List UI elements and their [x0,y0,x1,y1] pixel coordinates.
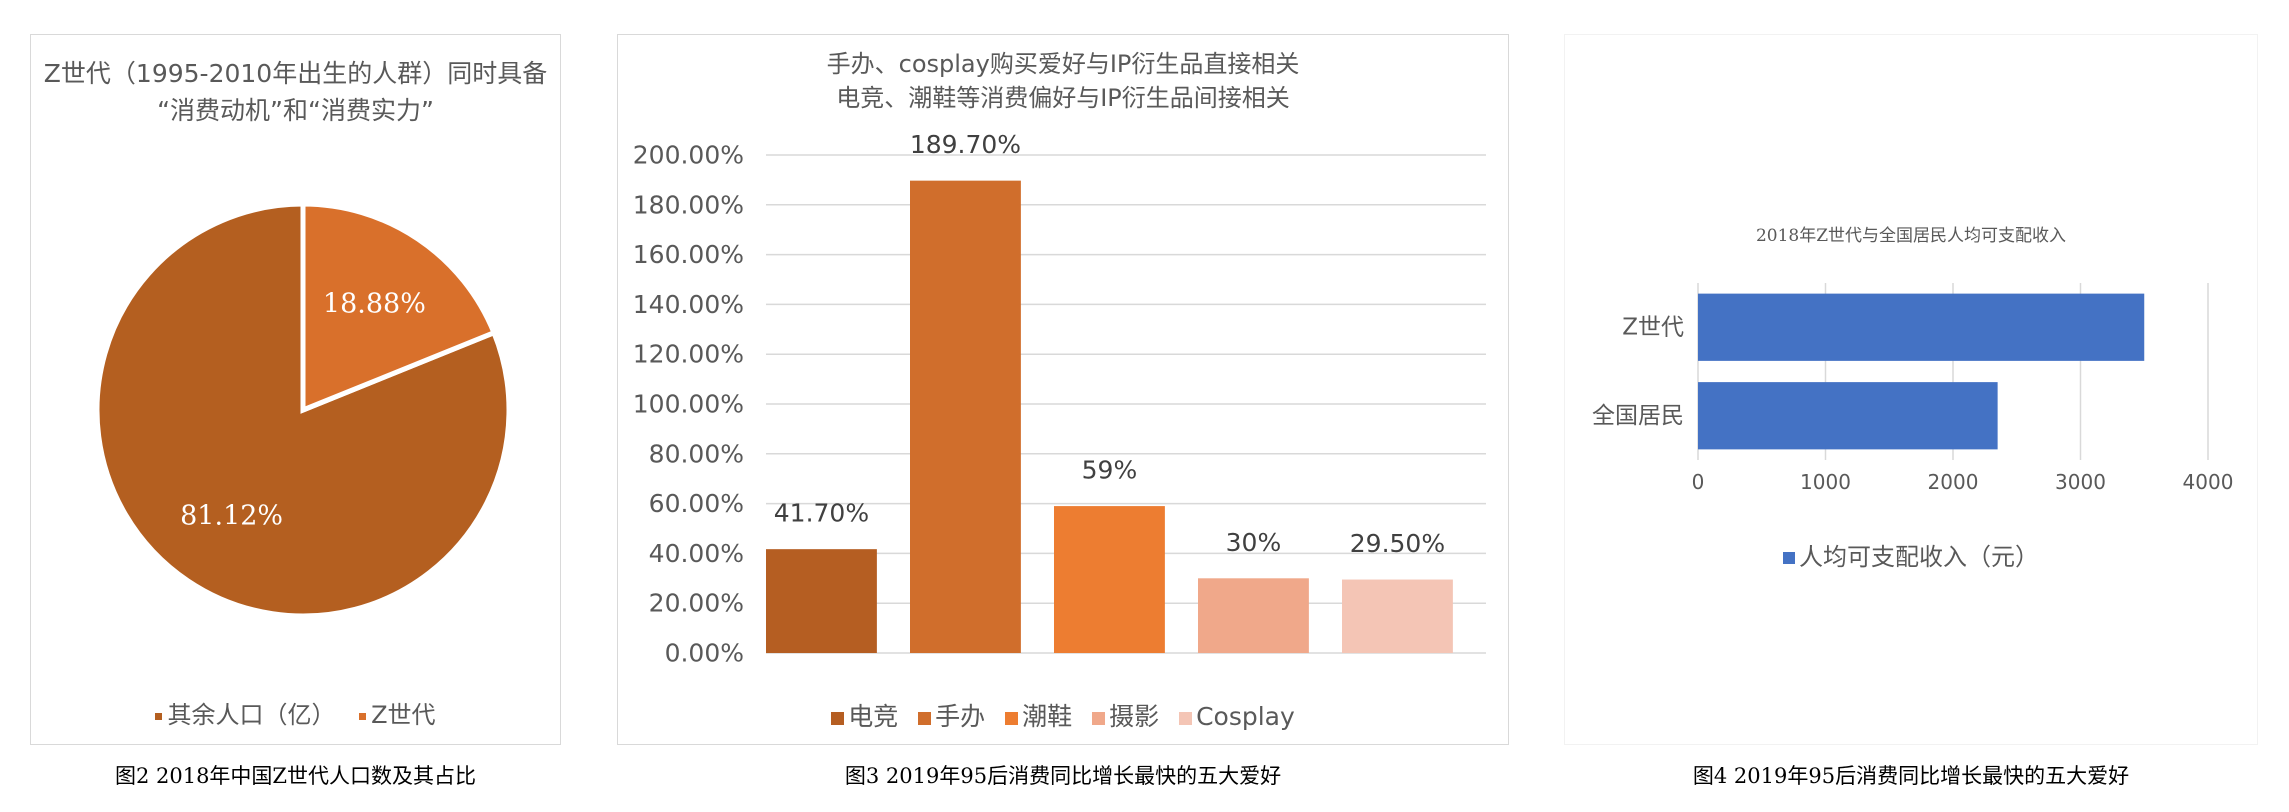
bar-y-tick-label-1: 20.00% [649,589,744,618]
bar-y-tick-label-10: 200.00% [633,141,744,170]
bar-legend-label-esports: 电竞 [848,702,899,731]
bar-legend: 电竞 手办 潮鞋 摄影 Cosplay [618,697,1508,733]
bar-0 [766,549,877,653]
bar-title-line-2: 电竞、潮鞋等消费偏好与IP衍生品间接相关 [836,84,1290,112]
bar-y-tick-label-3: 60.00% [649,489,744,518]
bar-legend-item-cosplay: Cosplay [1179,702,1295,731]
hbar-chart-title: 2018年Z世代与全国居民人均可支配收入 [1755,226,2067,246]
bar-legend-item-photography: 摄影 [1092,697,1159,733]
bar-y-tick-label-5: 100.00% [633,390,744,419]
pie-legend-label-rest: 其余人口（亿） [167,701,336,729]
pie-legend-label-genz: Z世代 [371,701,436,729]
bar-y-tick-label-8: 160.00% [633,240,744,269]
hbar-legend-item-income: 人均可支配收入（元） [1783,537,2039,572]
bar-y-tick-label-9: 180.00% [633,190,744,219]
hbar-legend: 人均可支配收入（元） [1565,537,2257,572]
bar-title-line-1: 手办、cosplay购买爱好与IP衍生品直接相关 [826,50,1300,78]
hbar-x-tick-label-2: 2000 [1928,470,1979,494]
hbar-category-label-1: 全国居民 [1592,403,1684,429]
bar-legend-swatch-figures [918,711,932,725]
bar-y-tick-label-2: 40.00% [649,539,744,568]
hbar-x-tick-label-3: 3000 [2055,470,2106,494]
bar-legend-label-sneakers: 潮鞋 [1022,702,1073,731]
bar-data-label-3: 30% [1226,528,1282,557]
bar-data-label-1: 189.70% [910,130,1021,159]
pie-data-label-0: 81.12% [180,500,283,531]
bar-legend-swatch-cosplay [1179,711,1193,725]
pie-legend-swatch-rest [155,712,163,720]
bar-4 [1342,579,1453,653]
bar-data-label-0: 41.70% [774,499,869,528]
bar-legend-item-esports: 电竞 [831,697,898,733]
bar-2 [1054,506,1165,653]
bar-legend-item-sneakers: 潮鞋 [1005,697,1072,733]
bar-legend-swatch-photography [1092,711,1106,725]
pie-slice-1 [300,201,498,414]
pie-title-line-1: Z世代（1995-2010年出生的人群）同时具备 [43,59,548,88]
hbar-bar-0 [1698,293,2145,361]
pie-legend-item-rest: 其余人口（亿） [155,695,335,730]
bar-chart-plot: 0.00% 20.00% 40.00% 60.00% 80.00% 100.00% 120.… [633,130,1486,668]
bar-y-tick-label-0: 0.00% [665,639,744,668]
hbar-category-label-0: Z世代 [1622,314,1684,340]
bar-3 [1198,578,1309,653]
hbar-x-tick-label-1: 1000 [1800,470,1851,494]
pie-legend: 其余人口（亿） Z世代 [31,695,560,730]
pie-chart-plot: 81.12% 18.88% [94,201,512,619]
pie-chart-title: Z世代（1995-2010年出生的人群）同时具备 “消费动机”和“消费实力” [31,55,560,129]
pie-data-label-1: 18.88% [323,289,426,320]
pie-legend-swatch-genz [359,712,367,720]
pie-chart-panel: Z世代（1995-2010年出生的人群）同时具备 “消费动机”和“消费实力” 8… [30,34,561,745]
bar-data-label-2: 59% [1082,456,1138,485]
hbar-bar-1 [1698,382,1998,450]
bar-1 [910,180,1021,653]
bar-legend-swatch-sneakers [1005,711,1019,725]
bar-chart-title: 手办、cosplay购买爱好与IP衍生品直接相关 电竞、潮鞋等消费偏好与IP衍生… [618,47,1508,115]
bar-data-label-4: 29.50% [1350,529,1445,558]
bar-y-tick-label-6: 120.00% [633,340,744,369]
bar-y-tick-label-4: 80.00% [649,439,744,468]
bar-legend-label-figures: 手办 [935,702,986,731]
hbar-figure-caption: 图4 2019年95后消费同比增长最快的五大爱好 [1692,764,2130,788]
hbar-chart-panel: 2018年Z世代与全国居民人均可支配收入 0 1000 2000 3000 4000 Z世… [1564,34,2258,745]
bar-figure-caption: 图3 2019年95后消费同比增长最快的五大爱好 [844,764,1282,788]
pie-figure-caption: 图2 2018年中国Z世代人口数及其占比 [114,764,477,788]
hbar-x-tick-label-4: 4000 [2183,470,2234,494]
hbar-x-tick-label-0: 0 [1692,470,1705,494]
pie-title-line-2: “消费动机”和“消费实力” [157,96,434,125]
bar-legend-label-photography: 摄影 [1109,702,1160,731]
hbar-legend-swatch-income [1783,552,1795,564]
bar-legend-item-figures: 手办 [918,697,985,733]
bar-legend-label-cosplay: Cosplay [1196,702,1295,731]
pie-legend-item-genz: Z世代 [359,695,436,730]
bar-legend-swatch-esports [831,711,845,725]
bar-chart-panel: 手办、cosplay购买爱好与IP衍生品直接相关 电竞、潮鞋等消费偏好与IP衍生… [617,34,1509,745]
bar-y-tick-label-7: 140.00% [633,290,744,319]
hbar-legend-label-income: 人均可支配收入（元） [1799,543,2039,571]
